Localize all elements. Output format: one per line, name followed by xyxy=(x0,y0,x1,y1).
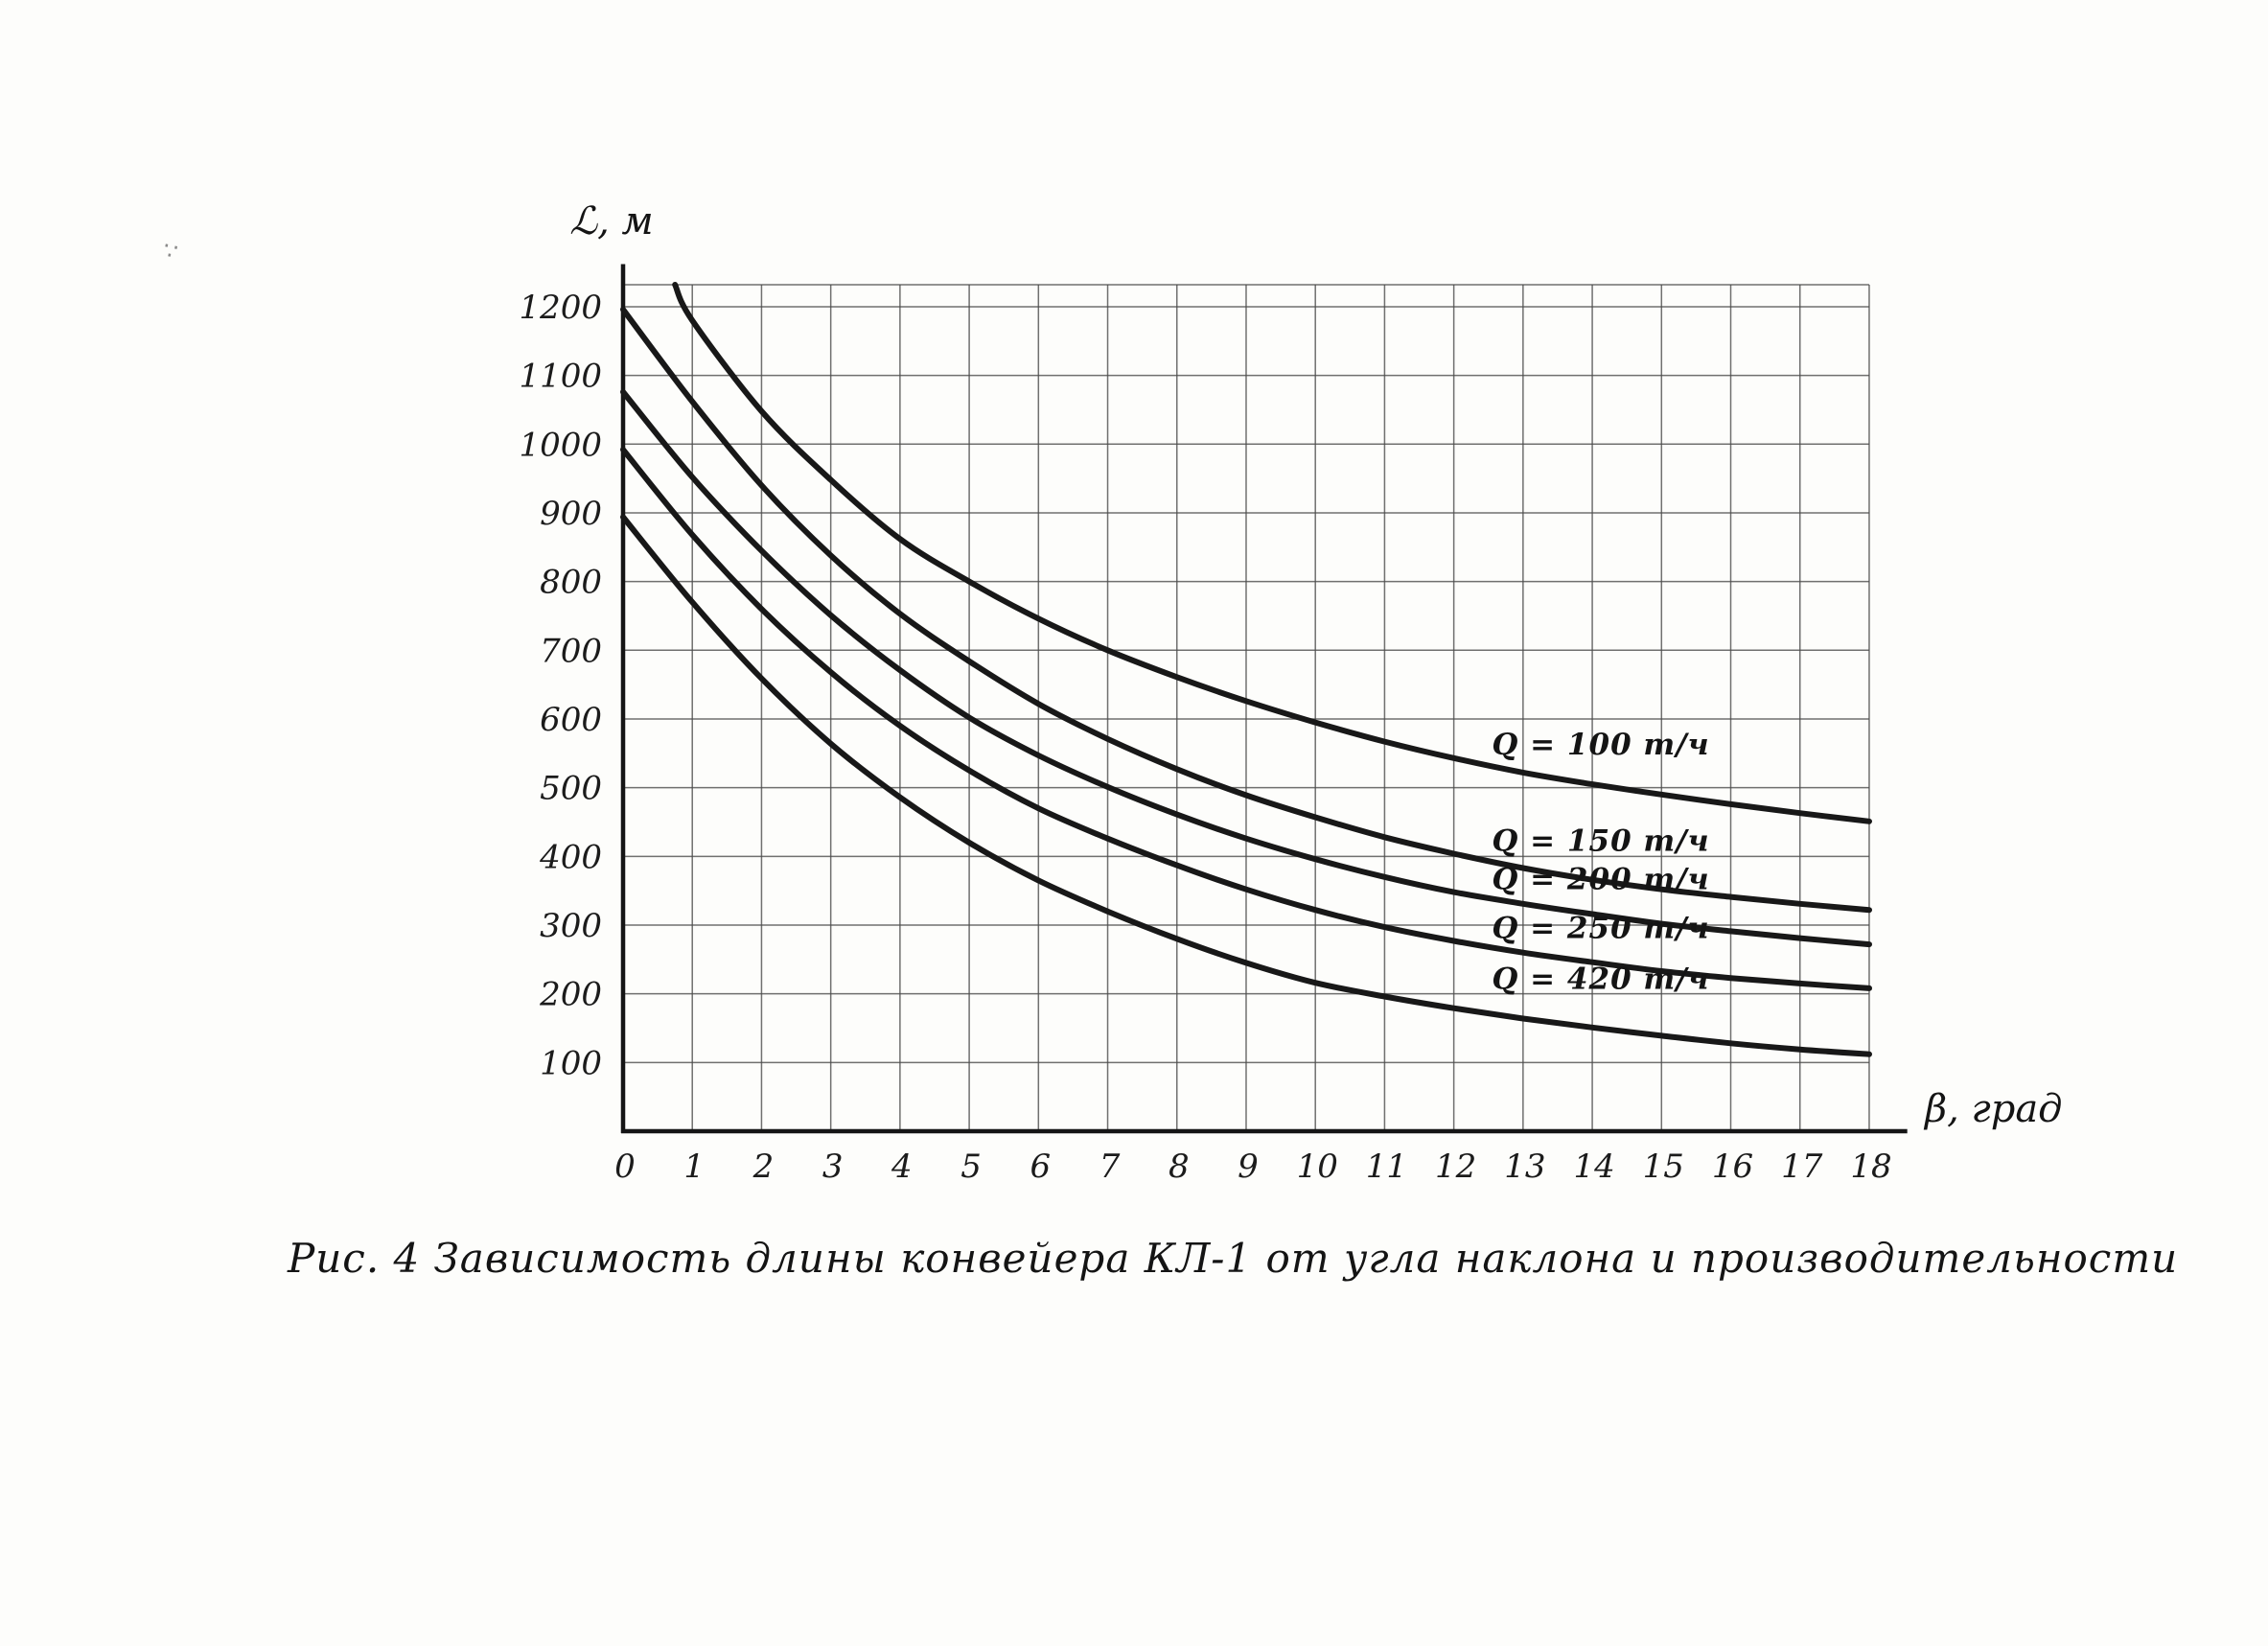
x-tick-label: 3 xyxy=(822,1148,844,1186)
x-tick-label: 14 xyxy=(1573,1148,1614,1186)
x-tick-label: 16 xyxy=(1712,1148,1753,1186)
y-tick-label: 1100 xyxy=(519,358,602,396)
x-tick-label: 17 xyxy=(1781,1148,1823,1186)
x-tick-label: 18 xyxy=(1850,1148,1891,1186)
series-label-q420: Q = 420 т/ч xyxy=(1492,962,1709,997)
y-tick-label: 900 xyxy=(540,495,602,533)
y-tick-label: 500 xyxy=(540,770,602,808)
y-tick-label: 100 xyxy=(540,1044,602,1082)
x-tick-label: 5 xyxy=(960,1148,982,1186)
series-label-q250: Q = 250 т/ч xyxy=(1492,912,1709,946)
x-tick-label: 10 xyxy=(1297,1148,1338,1186)
y-tick-label: 300 xyxy=(540,907,602,945)
y-axis-label: ℒ, м xyxy=(569,199,653,243)
x-tick-label: 1 xyxy=(683,1148,705,1186)
x-tick-label: 9 xyxy=(1238,1148,1259,1186)
curve-q250 xyxy=(620,447,1872,991)
x-tick-label: 7 xyxy=(1099,1148,1121,1186)
curve-q420 xyxy=(620,514,1872,1057)
x-tick-label: 13 xyxy=(1504,1148,1545,1186)
x-tick-label: 8 xyxy=(1169,1148,1190,1186)
y-tick-label: 200 xyxy=(539,976,602,1014)
x-tick-label: 6 xyxy=(1030,1148,1051,1186)
series-label-q100: Q = 100 т/ч xyxy=(1492,728,1709,762)
series-label-q150: Q = 150 т/ч xyxy=(1492,824,1709,859)
curve-q150 xyxy=(620,306,1872,914)
y-tick-label: 700 xyxy=(540,632,602,670)
x-tick-label: 2 xyxy=(752,1148,775,1186)
curve-q100 xyxy=(672,282,1872,824)
x-tick-label: 12 xyxy=(1435,1148,1476,1186)
y-tick-label: 400 xyxy=(539,838,602,876)
x-tick-label: 11 xyxy=(1366,1148,1407,1186)
y-tick-label: 1200 xyxy=(519,289,602,327)
y-tick-label: 800 xyxy=(540,564,602,602)
x-axis-label: β, град xyxy=(1923,1087,2063,1131)
y-tick-label: 600 xyxy=(540,701,602,739)
x-tick-label: 0 xyxy=(614,1148,636,1186)
figure-caption: Рис. 4 Зависимость длины конвейера КЛ-1 … xyxy=(288,1235,2179,1282)
x-tick-label: 4 xyxy=(891,1148,913,1186)
x-tick-label: 15 xyxy=(1643,1148,1684,1186)
curve-q200 xyxy=(620,388,1872,948)
series-label-q200: Q = 200 т/ч xyxy=(1492,863,1709,897)
y-tick-label: 1000 xyxy=(519,426,602,464)
